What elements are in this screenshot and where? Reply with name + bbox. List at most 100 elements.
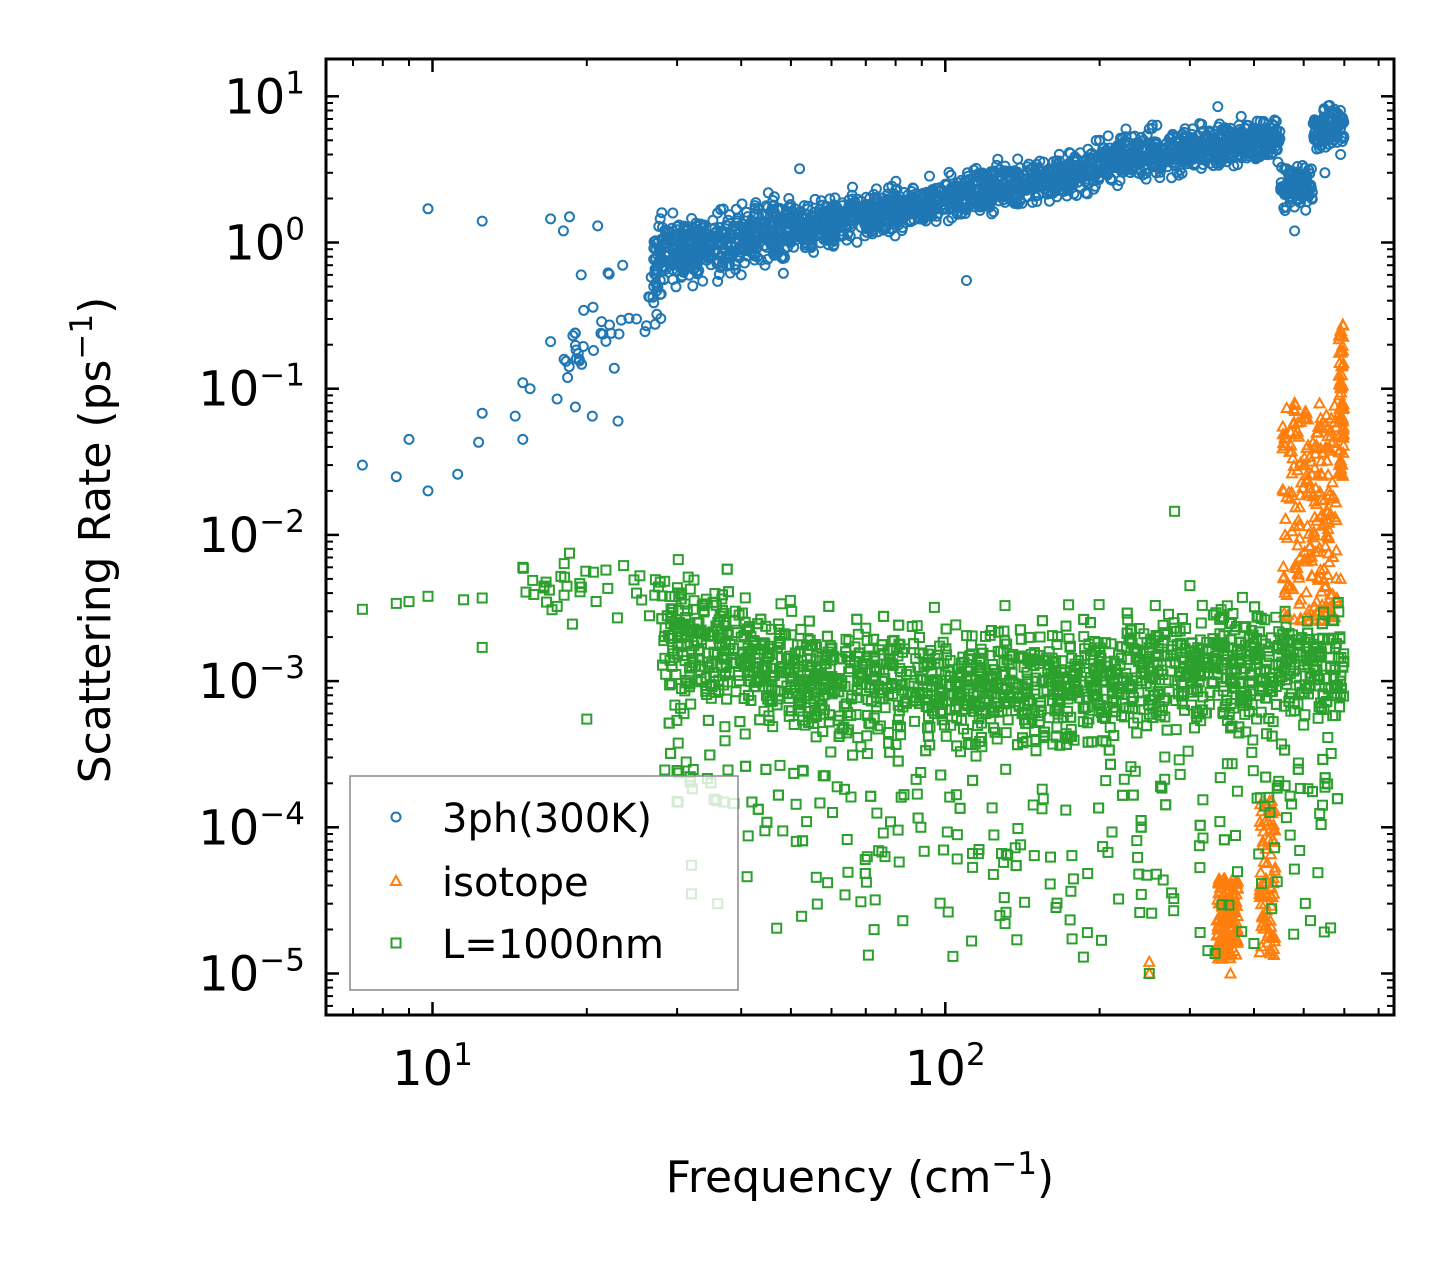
data-point-L1000nm bbox=[1125, 761, 1137, 773]
data-point-3ph bbox=[734, 228, 745, 240]
data-point-isotope bbox=[1320, 429, 1335, 442]
data-point-isotope bbox=[1256, 824, 1271, 837]
data-point-3ph bbox=[783, 235, 795, 247]
data-point-isotope bbox=[1213, 931, 1228, 944]
data-point-L1000nm bbox=[928, 601, 940, 613]
data-point-3ph bbox=[1058, 186, 1070, 197]
data-point-3ph bbox=[473, 436, 485, 448]
data-point-isotope bbox=[1336, 422, 1350, 435]
data-point-L1000nm bbox=[1093, 599, 1105, 611]
data-point-3ph bbox=[896, 225, 908, 236]
data-point-isotope bbox=[1259, 841, 1273, 854]
data-point-3ph bbox=[608, 362, 620, 374]
data-point-3ph bbox=[775, 251, 787, 263]
data-point-3ph bbox=[674, 252, 686, 264]
data-point-3ph bbox=[745, 216, 757, 228]
data-point-L1000nm bbox=[1163, 608, 1174, 620]
data-point-3ph bbox=[794, 163, 806, 175]
data-point-3ph bbox=[721, 252, 733, 264]
data-point-3ph bbox=[1012, 198, 1024, 210]
data-point-L1000nm bbox=[403, 596, 415, 608]
data-point-isotope bbox=[1317, 561, 1331, 574]
data-point-isotope bbox=[1266, 823, 1280, 836]
data-point-3ph bbox=[1088, 183, 1100, 195]
data-point-isotope bbox=[1297, 554, 1311, 567]
data-point-3ph bbox=[1133, 141, 1145, 153]
data-point-3ph bbox=[675, 271, 687, 283]
data-point-3ph bbox=[1215, 141, 1226, 153]
data-point-3ph bbox=[884, 199, 896, 210]
data-point-isotope bbox=[1216, 872, 1231, 885]
data-point-3ph bbox=[992, 153, 1004, 165]
data-point-isotope bbox=[1323, 506, 1338, 519]
data-point-3ph bbox=[509, 410, 521, 422]
data-point-3ph bbox=[1212, 101, 1224, 113]
data-point-3ph bbox=[569, 327, 581, 339]
data-point-isotope bbox=[1319, 598, 1333, 611]
data-point-3ph bbox=[755, 254, 767, 266]
data-point-3ph bbox=[724, 209, 735, 221]
data-point-L1000nm bbox=[825, 746, 837, 758]
data-point-isotope bbox=[1224, 946, 1238, 959]
data-point-L1000nm bbox=[1270, 611, 1282, 623]
data-point-3ph bbox=[586, 410, 598, 422]
data-point-isotope bbox=[1301, 438, 1315, 451]
data-point-3ph bbox=[1043, 175, 1055, 186]
data-point-3ph bbox=[883, 182, 895, 194]
data-point-3ph bbox=[697, 275, 709, 287]
data-point-3ph bbox=[1271, 124, 1283, 136]
data-point-3ph bbox=[667, 207, 679, 219]
series-L1000nm-markers bbox=[356, 505, 1350, 979]
data-point-3ph bbox=[863, 222, 875, 234]
data-point-isotope bbox=[1302, 602, 1316, 615]
data-point-3ph bbox=[1102, 130, 1114, 142]
data-point-3ph bbox=[612, 415, 624, 427]
data-point-isotope bbox=[1267, 929, 1281, 942]
data-point-3ph bbox=[756, 208, 768, 220]
data-point-isotope bbox=[1293, 455, 1308, 468]
data-point-isotope bbox=[1294, 475, 1309, 488]
data-point-isotope bbox=[1217, 886, 1231, 899]
data-point-3ph bbox=[984, 189, 996, 201]
data-point-isotope bbox=[1261, 926, 1276, 939]
data-point-isotope bbox=[1276, 571, 1291, 584]
data-point-L1000nm bbox=[920, 693, 932, 705]
data-point-3ph bbox=[890, 218, 902, 230]
data-point-3ph bbox=[1250, 137, 1262, 148]
data-point-isotope bbox=[1298, 458, 1312, 471]
data-point-isotope bbox=[1320, 420, 1334, 433]
data-point-isotope bbox=[1267, 863, 1282, 876]
data-point-3ph bbox=[1031, 196, 1043, 207]
data-point-L1000nm bbox=[1322, 778, 1334, 790]
data-point-L1000nm bbox=[1000, 727, 1012, 739]
data-point-3ph bbox=[1083, 155, 1095, 167]
data-point-isotope bbox=[1335, 457, 1349, 470]
data-point-3ph bbox=[1114, 175, 1126, 187]
data-point-3ph bbox=[862, 199, 874, 211]
data-point-3ph bbox=[1318, 105, 1330, 116]
data-point-3ph bbox=[604, 319, 615, 331]
data-point-isotope bbox=[1321, 467, 1335, 480]
data-point-L1000nm bbox=[1118, 773, 1130, 785]
data-point-isotope bbox=[1253, 889, 1267, 902]
data-point-isotope bbox=[1326, 549, 1340, 562]
data-point-isotope bbox=[1334, 381, 1348, 394]
data-point-3ph bbox=[795, 205, 807, 217]
data-point-3ph bbox=[986, 208, 998, 220]
data-point-3ph bbox=[653, 235, 665, 247]
data-point-isotope bbox=[1213, 880, 1227, 893]
data-point-3ph bbox=[557, 225, 569, 237]
data-point-3ph bbox=[768, 206, 780, 217]
data-point-3ph bbox=[988, 206, 1000, 218]
data-point-3ph bbox=[999, 196, 1011, 208]
data-point-L1000nm bbox=[719, 721, 731, 733]
data-point-3ph bbox=[476, 407, 488, 419]
data-point-L1000nm bbox=[1236, 591, 1248, 603]
data-point-isotope bbox=[1329, 571, 1343, 584]
data-point-L1000nm bbox=[1173, 754, 1185, 766]
data-point-L1000nm bbox=[1034, 631, 1046, 643]
data-point-isotope bbox=[1294, 592, 1308, 605]
data-point-3ph bbox=[712, 275, 724, 287]
data-point-isotope bbox=[1334, 324, 1348, 337]
data-point-L1000nm bbox=[1047, 738, 1059, 750]
